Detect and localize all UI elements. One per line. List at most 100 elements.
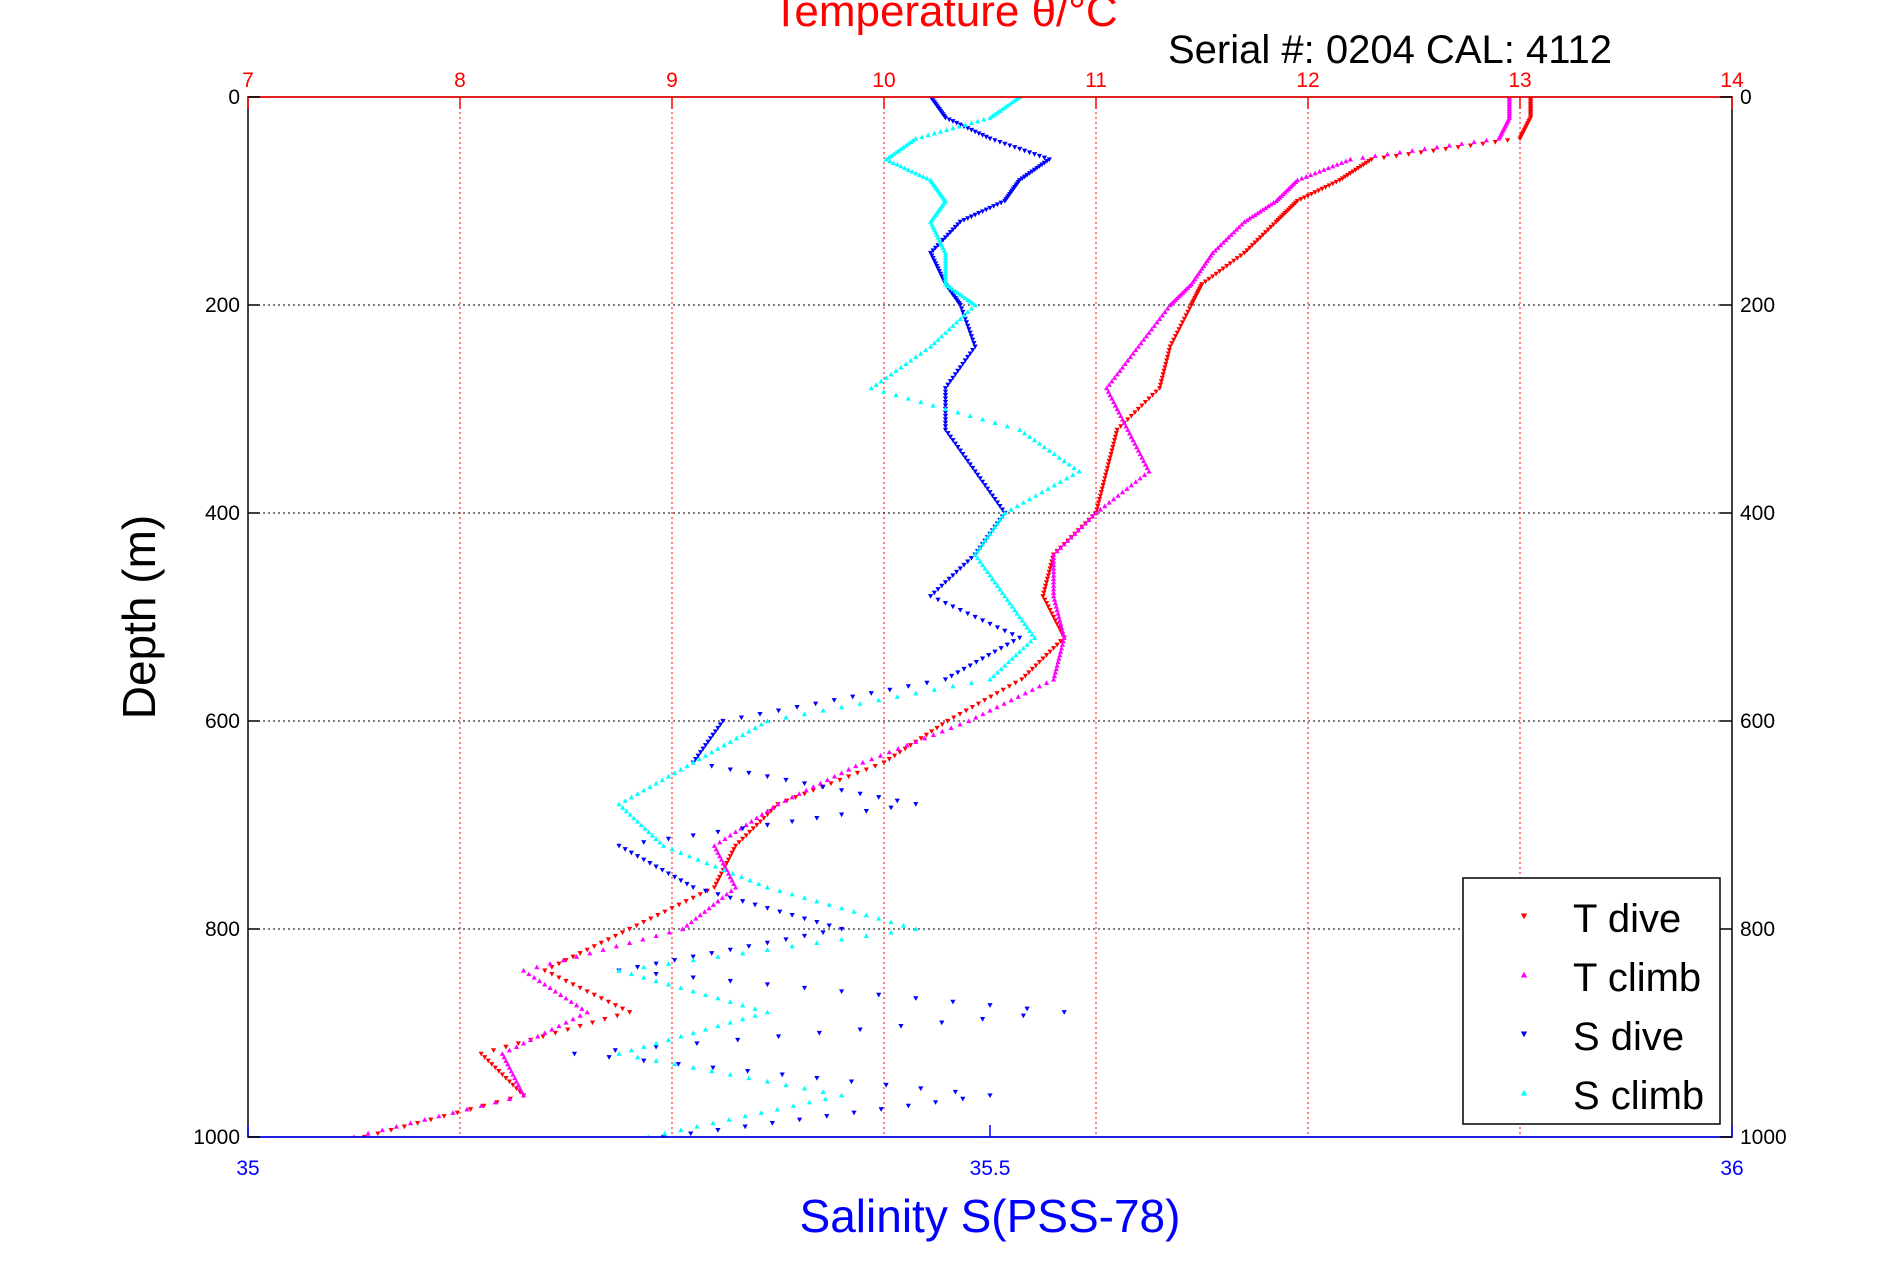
data-point (783, 777, 789, 783)
data-point (820, 930, 826, 936)
data-point (1119, 364, 1126, 370)
data-point (857, 791, 863, 797)
data-point (1505, 138, 1511, 143)
data-point (653, 978, 659, 984)
data-point (1058, 645, 1065, 651)
data-point (649, 832, 655, 838)
data-point (1096, 497, 1103, 502)
data-point (672, 874, 678, 880)
data-point (1119, 489, 1126, 495)
data-point (775, 1034, 782, 1040)
data-point (970, 300, 976, 306)
data-point (1043, 583, 1049, 589)
data-point (478, 1103, 484, 1108)
data-point (1330, 181, 1336, 187)
data-point (950, 683, 956, 689)
data-point (628, 794, 634, 800)
data-point (574, 954, 580, 959)
data-point (1028, 638, 1034, 644)
data-point (752, 1013, 758, 1018)
data-point (634, 791, 641, 796)
data-point (517, 1085, 523, 1091)
data-point (1049, 611, 1055, 617)
data-point (1244, 217, 1250, 223)
data-point (942, 393, 949, 398)
data-point (519, 1089, 525, 1095)
data-point (1206, 276, 1212, 282)
data-point (979, 133, 986, 138)
data-point (733, 735, 740, 741)
data-point (910, 137, 916, 143)
data-point (503, 1075, 509, 1081)
data-point (979, 209, 986, 214)
data-point (1051, 555, 1057, 561)
data-point (928, 250, 934, 256)
data-point (715, 878, 721, 884)
legend-box (1462, 877, 1721, 1125)
data-point (665, 773, 672, 779)
data-point (965, 611, 971, 617)
data-point (1132, 410, 1138, 416)
data-point (648, 916, 654, 922)
series-s-climb (616, 97, 1082, 1137)
data-point (1004, 103, 1010, 108)
data-point (1339, 176, 1346, 182)
data-point (710, 1120, 716, 1126)
data-point (839, 926, 845, 932)
data-point (962, 455, 968, 461)
data-point (994, 704, 1000, 710)
data-point (746, 728, 752, 734)
data-point (803, 787, 809, 793)
data-point (1068, 534, 1074, 540)
data-point (942, 399, 949, 405)
data-point (968, 555, 975, 561)
data-point (1406, 152, 1412, 157)
data-point (931, 130, 937, 136)
data-point (929, 729, 935, 734)
data-point (942, 601, 949, 606)
data-point (589, 1020, 596, 1026)
data-point (814, 1075, 820, 1081)
data-point (1022, 621, 1028, 627)
data-point (851, 909, 857, 914)
data-point (961, 562, 967, 568)
temperature-tick-label: 13 (1508, 69, 1531, 92)
data-point (711, 885, 717, 890)
data-point (898, 1023, 904, 1029)
legend-label: T dive (1573, 897, 1681, 941)
data-point (676, 902, 682, 908)
data-point (584, 1009, 590, 1015)
data-point (992, 138, 998, 143)
data-point (984, 534, 991, 540)
data-point (950, 438, 956, 443)
data-point (485, 1058, 491, 1064)
data-point (1106, 382, 1112, 387)
data-point (740, 826, 746, 832)
data-point (401, 1124, 407, 1130)
data-point (1480, 141, 1486, 147)
temperature-tick-label: 14 (1720, 69, 1744, 92)
data-point (1353, 167, 1359, 173)
data-point (1041, 444, 1048, 450)
data-point (977, 476, 983, 481)
data-point (801, 916, 808, 922)
data-point (1244, 248, 1250, 253)
data-point (893, 392, 899, 398)
data-point (647, 784, 653, 789)
data-point (1043, 580, 1050, 585)
data-point (740, 899, 746, 904)
data-point (627, 1010, 633, 1015)
data-point (1163, 361, 1169, 367)
data-point (898, 163, 904, 169)
data-point (657, 839, 663, 845)
data-point (1013, 652, 1019, 658)
data-point (659, 867, 665, 873)
data-point (1051, 586, 1057, 592)
data-point (745, 1069, 751, 1074)
data-point (1008, 506, 1014, 512)
data-point (905, 684, 911, 689)
data-point (1128, 434, 1134, 439)
data-point (980, 711, 986, 717)
data-point (1165, 351, 1172, 357)
